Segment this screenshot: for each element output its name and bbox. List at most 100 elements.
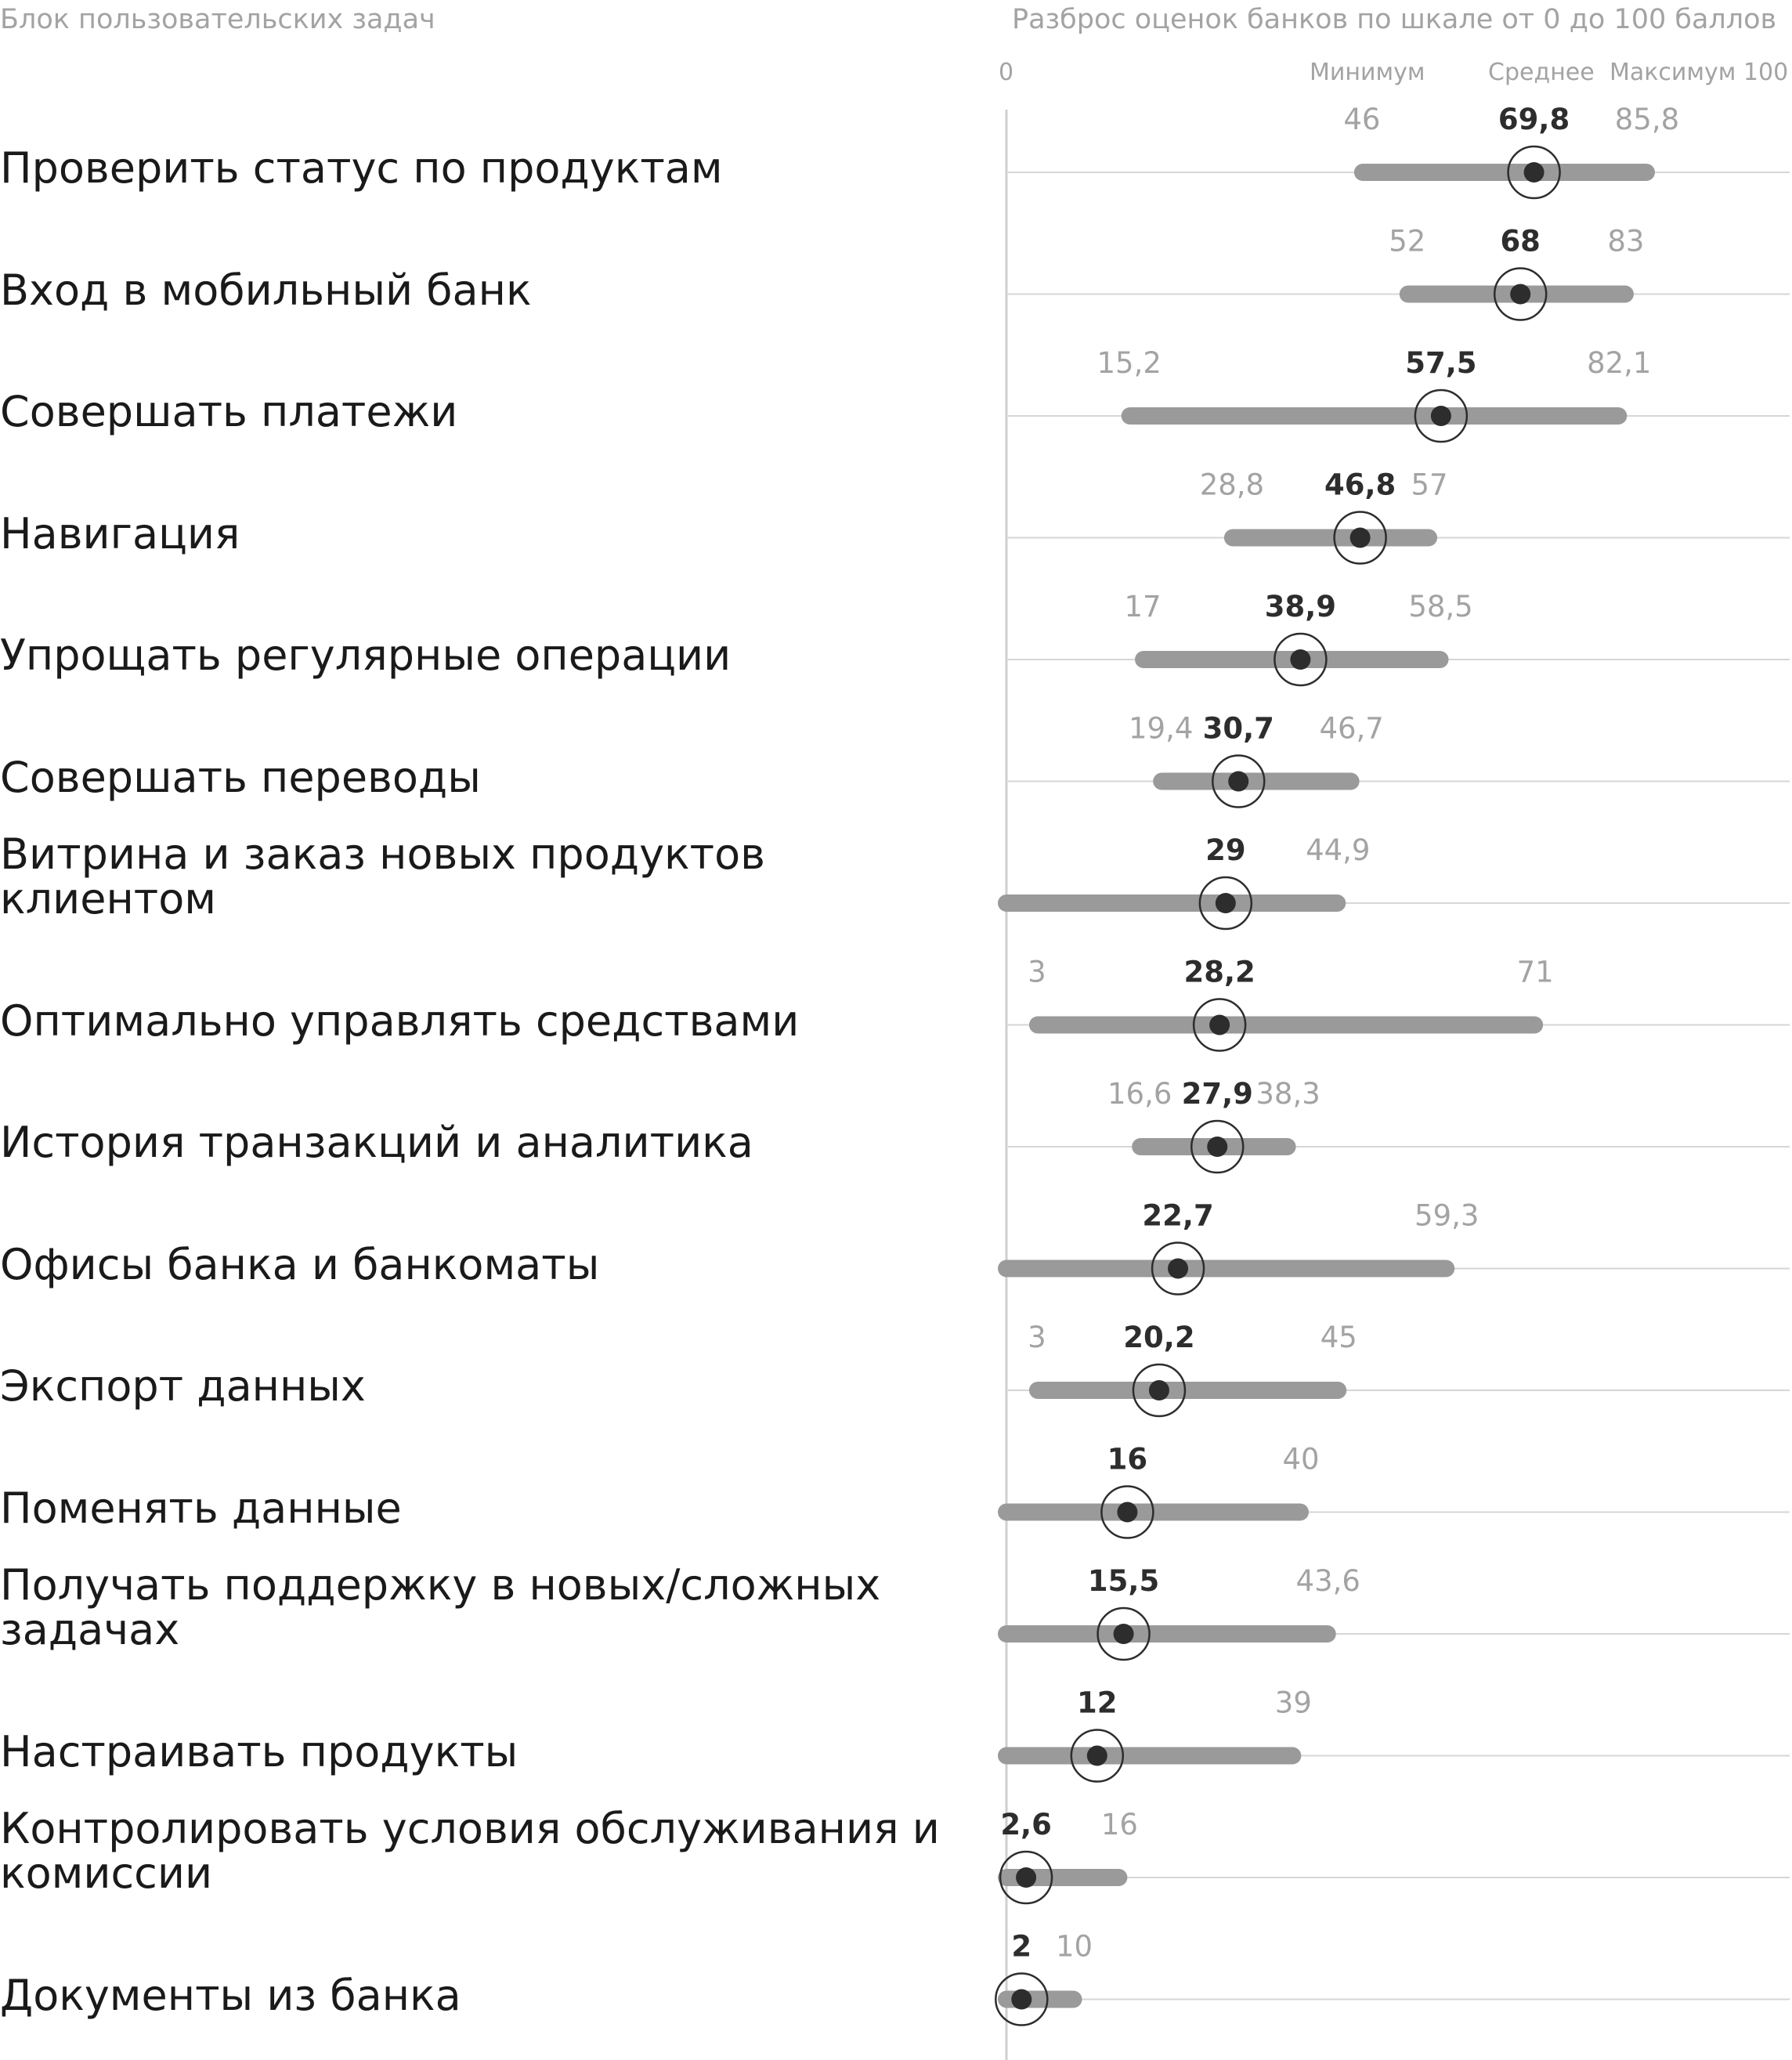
- mean-value-label: 22,7: [1142, 1199, 1213, 1233]
- mean-ring: [1507, 145, 1561, 200]
- min-value-label: 28,8: [1200, 468, 1264, 502]
- mean-dot: [1349, 527, 1371, 548]
- mean-ring: [1192, 998, 1247, 1052]
- min-value-label: 46: [1343, 103, 1380, 136]
- mean-value-label: 30,7: [1203, 712, 1274, 746]
- mean-dot: [1290, 649, 1311, 670]
- category-label: Документы из банка: [0, 1874, 963, 2018]
- mean-value-label: 69,8: [1498, 103, 1570, 136]
- mean-dot: [1228, 771, 1249, 792]
- category-label-text: Совершать переводы: [0, 752, 481, 802]
- max-value-label: 46,7: [1319, 712, 1383, 746]
- mean-value-label: 2: [1011, 1930, 1031, 1964]
- category-label: Вход в мобильный банк: [0, 169, 963, 313]
- mean-dot: [1117, 1502, 1138, 1523]
- category-label-text: Документы из банка: [0, 1970, 461, 2020]
- mean-ring: [1493, 267, 1548, 321]
- category-label: Оптимально управлять средствами: [0, 900, 963, 1043]
- max-value-label: 45: [1321, 1321, 1357, 1354]
- mean-dot: [1016, 1867, 1037, 1888]
- min-value-label: 3: [1028, 956, 1046, 989]
- mean-value-label: 28,2: [1183, 956, 1255, 989]
- mean-dot: [1510, 284, 1531, 305]
- max-value-label: 83: [1607, 225, 1644, 258]
- mean-value-label: 12: [1077, 1686, 1118, 1720]
- mean-value-label: 38,9: [1265, 590, 1336, 623]
- mean-value-label: 15,5: [1088, 1564, 1159, 1598]
- category-label: Контролировать условия обслуживания и ко…: [0, 1752, 963, 1896]
- range-bar-cap: [1006, 894, 1024, 912]
- category-label: Совершать платежи: [0, 291, 963, 434]
- category-label: Проверить статус по продуктам: [0, 47, 963, 190]
- max-value-label: 43,6: [1296, 1564, 1360, 1598]
- min-value-label: 15,2: [1097, 346, 1161, 380]
- mean-ring: [1151, 1241, 1205, 1296]
- labels-column-header: Блок пользовательских задач: [0, 4, 435, 35]
- mean-ring: [995, 1972, 1049, 2026]
- mean-value-label: 27,9: [1182, 1077, 1253, 1111]
- mean-ring: [1132, 1363, 1187, 1418]
- mean-dot: [1168, 1258, 1189, 1279]
- max-value-label: 16: [1101, 1808, 1138, 1841]
- max-value-label: 59,3: [1414, 1199, 1479, 1233]
- legend-zero: 0: [999, 59, 1013, 86]
- category-label: Настраивать продукты: [0, 1631, 963, 1774]
- mean-dot: [1209, 1014, 1230, 1035]
- mean-ring: [1198, 876, 1253, 931]
- category-label-text: Офисы банка и банкоматы: [0, 1239, 600, 1289]
- mean-dot: [1523, 162, 1545, 183]
- legend-min: Минимум: [1310, 59, 1425, 86]
- mean-value-label: 2,6: [1000, 1808, 1052, 1841]
- max-value-label: 39: [1275, 1686, 1312, 1720]
- category-label-text: Контролировать условия обслуживания и ко…: [0, 1804, 940, 1898]
- max-value-label: 40: [1282, 1443, 1319, 1476]
- min-value-label: 16,6: [1107, 1077, 1172, 1111]
- range-bar-cap: [1006, 1747, 1024, 1765]
- mean-value-label: 46,8: [1324, 468, 1396, 502]
- category-label: Упрощать регулярные операции: [0, 534, 963, 678]
- mean-value-label: 57,5: [1405, 346, 1476, 380]
- category-label-text: Оптимально управлять средствами: [0, 996, 800, 1046]
- category-label-text: Поменять данные: [0, 1483, 402, 1533]
- mean-ring: [1100, 1485, 1154, 1539]
- mean-ring: [999, 1850, 1053, 1905]
- category-label: Совершать переводы: [0, 656, 963, 800]
- min-value-label: 52: [1389, 225, 1425, 258]
- min-value-label: 3: [1028, 1321, 1046, 1354]
- category-label-text: Упрощать регулярные операции: [0, 631, 732, 680]
- category-label: Поменять данные: [0, 1387, 963, 1531]
- category-label-text: Совершать платежи: [0, 387, 458, 436]
- mean-ring: [1190, 1119, 1245, 1174]
- category-label-text: Проверить статус по продуктам: [0, 143, 723, 193]
- legend-max: Максимум 100: [1610, 59, 1788, 86]
- mean-dot: [1207, 1137, 1228, 1157]
- scale-header: Разброс оценок банков по шкале от 0 до 1…: [1012, 4, 1777, 35]
- mean-ring: [1274, 632, 1328, 687]
- max-value-label: 38,3: [1255, 1077, 1320, 1111]
- mean-dot: [1215, 893, 1236, 913]
- mean-ring: [1070, 1729, 1125, 1783]
- range-bar-cap: [1006, 1503, 1024, 1521]
- mean-ring: [1414, 389, 1469, 443]
- category-label-text: История транзакций и аналитика: [0, 1118, 753, 1167]
- max-value-label: 71: [1517, 956, 1554, 989]
- mean-dot: [1148, 1380, 1169, 1400]
- mean-dot: [1011, 1989, 1032, 2010]
- max-value-label: 82,1: [1587, 346, 1651, 380]
- max-value-label: 57: [1411, 468, 1448, 502]
- range-bar-cap: [1006, 1625, 1024, 1643]
- category-label: Офисы банка и банкоматы: [0, 1144, 963, 1287]
- max-value-label: 85,8: [1615, 103, 1679, 136]
- mean-value-label: 16: [1107, 1443, 1148, 1476]
- category-label-text: Вход в мобильный банк: [0, 265, 532, 315]
- range-bar-cap: [1006, 1259, 1024, 1278]
- max-value-label: 58,5: [1408, 590, 1472, 623]
- mean-dot: [1430, 406, 1451, 426]
- min-value-label: 19,4: [1129, 712, 1193, 746]
- mean-ring: [1212, 754, 1266, 808]
- category-label: Получать поддержку в новых/сложных задач…: [0, 1509, 963, 1652]
- category-label-text: Экспорт данных: [0, 1361, 366, 1411]
- category-label: Экспорт данных: [0, 1265, 963, 1408]
